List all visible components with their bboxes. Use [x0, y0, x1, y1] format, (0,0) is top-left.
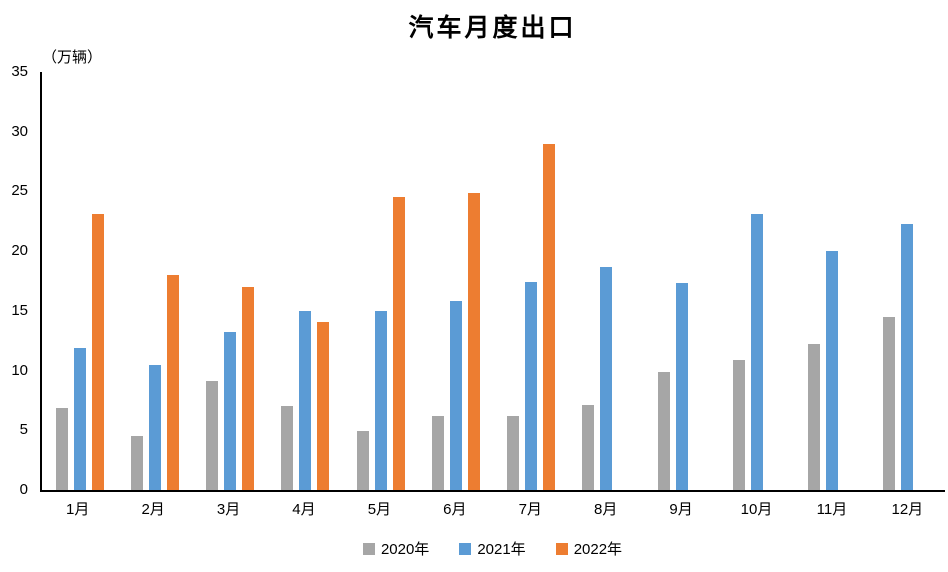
- y-axis-labels: 35 30 25 20 15 10 5 0: [0, 63, 34, 498]
- bar: [826, 251, 839, 490]
- bar-groups: [42, 72, 945, 490]
- x-tick-label: 1月: [66, 501, 90, 518]
- bar: [91, 214, 104, 490]
- bar-group: [418, 72, 493, 490]
- bar-group: [644, 72, 719, 490]
- bar: [374, 310, 387, 490]
- bar: [883, 316, 896, 490]
- bar: [299, 310, 312, 490]
- bar: [242, 286, 255, 490]
- bar: [356, 431, 369, 490]
- bar: [73, 347, 86, 490]
- x-tick-label: 11月: [816, 501, 848, 518]
- legend-swatch-icon: [362, 542, 375, 555]
- y-tick-label: 30: [11, 122, 28, 140]
- bar: [392, 197, 405, 490]
- legend-item: 2022年: [555, 538, 623, 559]
- legend-label: 2021年: [477, 541, 526, 558]
- bar-group: [268, 72, 343, 490]
- x-tick-label: 5月: [367, 501, 392, 518]
- bar-group: [42, 72, 117, 490]
- bar-group: [343, 72, 418, 490]
- y-tick-label: 5: [19, 421, 28, 439]
- bar: [582, 405, 595, 490]
- bar: [130, 436, 143, 490]
- y-tick-label: 15: [11, 301, 28, 319]
- bar: [657, 371, 670, 490]
- legend-item: 2020年: [362, 538, 430, 559]
- bar-group: [795, 72, 870, 490]
- y-tick-label: 35: [11, 63, 28, 80]
- bar: [543, 143, 556, 490]
- bar: [431, 415, 444, 490]
- y-tick-label: 20: [11, 242, 28, 260]
- bar-group: [193, 72, 268, 490]
- bar: [732, 359, 745, 490]
- chart-title: 汽车月度出口: [408, 13, 577, 42]
- bar: [901, 223, 914, 490]
- y-tick-label: 0: [19, 481, 28, 498]
- x-tick-label: 3月: [216, 501, 241, 518]
- x-tick-label: 4月: [292, 501, 316, 518]
- x-tick-label: 12月: [891, 501, 924, 518]
- y-axis-unit-label: （万辆）: [42, 49, 103, 66]
- bar-group: [569, 72, 644, 490]
- bar: [600, 266, 613, 490]
- bar: [675, 283, 688, 490]
- bar-group: [870, 72, 945, 490]
- bar: [55, 407, 68, 490]
- bar: [507, 415, 520, 490]
- legend-swatch-icon: [459, 542, 472, 555]
- bar: [317, 321, 330, 490]
- x-tick-label: 7月: [518, 501, 542, 518]
- bar-group: [117, 72, 192, 490]
- bar: [525, 282, 538, 490]
- bar: [166, 275, 179, 490]
- legend-label: 2020年: [380, 541, 430, 558]
- bar: [750, 214, 763, 490]
- legend: 2020年 2021年 2022年: [40, 538, 945, 559]
- bar: [449, 301, 462, 490]
- legend-swatch-icon: [555, 542, 568, 555]
- legend-label: 2022年: [573, 541, 623, 558]
- x-tick-label: 8月: [593, 501, 618, 518]
- x-tick-label: 10月: [740, 501, 773, 518]
- y-tick-label: 10: [11, 361, 28, 379]
- x-tick-label: 6月: [443, 501, 467, 518]
- bar-group: [494, 72, 569, 490]
- x-tick-label: 2月: [141, 501, 165, 518]
- x-axis-labels: 1月 2月 3月 4月 5月 6月 7月 8月 9月 10月 11月 12月: [40, 498, 945, 519]
- legend-item: 2021年: [459, 538, 526, 559]
- bar: [224, 332, 237, 490]
- x-tick-label: 9月: [669, 501, 693, 518]
- bar: [467, 192, 480, 490]
- plot-area: [40, 72, 945, 492]
- y-tick-label: 25: [11, 182, 28, 200]
- bar: [281, 406, 294, 490]
- bar: [148, 364, 161, 490]
- bar: [808, 344, 821, 490]
- bar: [206, 381, 219, 490]
- bar-group: [719, 72, 794, 490]
